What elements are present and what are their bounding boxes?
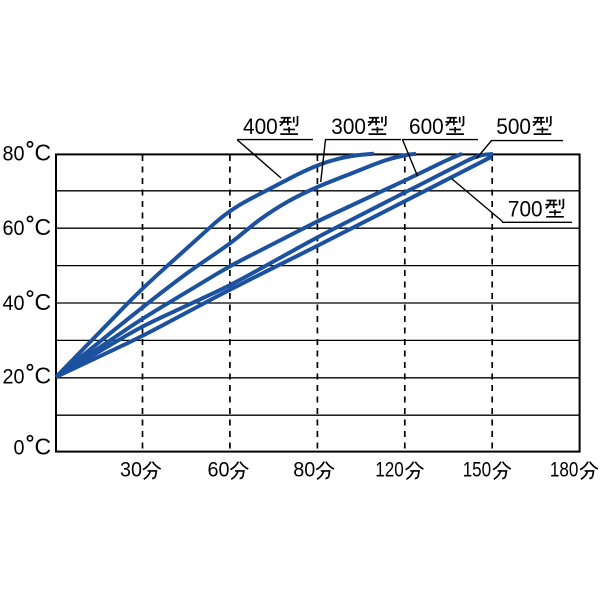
svg-text:80: 80 <box>3 143 25 166</box>
svg-text:700: 700 <box>508 197 543 222</box>
svg-text:C: C <box>35 289 52 315</box>
svg-text:C: C <box>35 214 52 240</box>
svg-text:30: 30 <box>120 459 142 482</box>
svg-text:400: 400 <box>243 114 278 139</box>
svg-text:20: 20 <box>3 366 25 389</box>
svg-text:0: 0 <box>14 437 25 460</box>
svg-text:600: 600 <box>409 114 444 139</box>
svg-text:C: C <box>35 363 52 389</box>
svg-text:500: 500 <box>496 114 531 139</box>
svg-text:180: 180 <box>550 459 579 482</box>
svg-text:120: 120 <box>375 459 404 482</box>
svg-text:80: 80 <box>293 459 315 482</box>
svg-text:60: 60 <box>208 459 230 482</box>
svg-text:150: 150 <box>463 459 492 482</box>
svg-text:40: 40 <box>3 292 25 315</box>
svg-text:60: 60 <box>3 217 25 240</box>
svg-text:C: C <box>35 434 52 460</box>
svg-text:C: C <box>35 140 52 166</box>
svg-text:300: 300 <box>331 114 366 139</box>
